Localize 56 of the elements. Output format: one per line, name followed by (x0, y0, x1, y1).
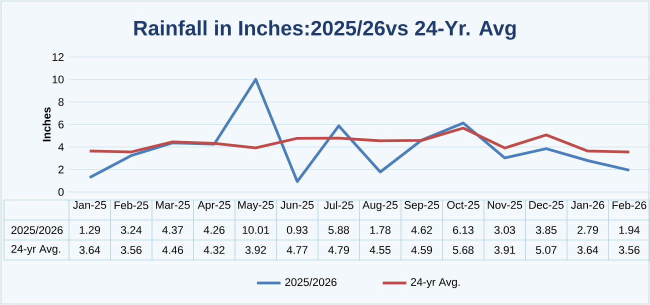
x-tick-label: May-25 (238, 201, 274, 212)
y-tick-label: 10 (52, 76, 64, 84)
data-label: 1.29 (80, 226, 100, 234)
data-label: 3.91 (494, 246, 515, 254)
legend-label: 2025/2026 (285, 278, 337, 286)
data-label: 5.07 (536, 246, 556, 254)
data-label: 4.46 (162, 246, 184, 254)
data-label: 1.94 (619, 226, 640, 234)
y-tick-label: 6 (58, 120, 64, 128)
data-label: 4.79 (328, 246, 349, 254)
y-tick-label: 8 (58, 98, 64, 106)
x-tick-label: Sep-25 (404, 201, 440, 212)
data-label: 3.64 (577, 246, 598, 254)
data-label: 1.78 (370, 226, 391, 234)
x-tick-label: Nov-25 (488, 201, 522, 209)
x-tick-label: Jun-25 (280, 201, 314, 209)
data-label: 4.59 (411, 246, 432, 254)
data-label: 3.56 (618, 246, 640, 254)
x-tick-label: Feb-26 (612, 201, 646, 210)
legend-label: 24-yr Avg. (411, 278, 460, 288)
data-label: 4.55 (370, 246, 391, 254)
y-tick-label: 0 (58, 188, 64, 196)
x-tick-label: Jan-26 (571, 201, 604, 209)
x-tick-label: Jul-25 (324, 201, 354, 210)
text: 24-yr Avg. (11, 244, 60, 256)
data-label: 3.64 (79, 246, 100, 254)
data-label: 4.32 (204, 246, 224, 254)
data-label: 0.93 (286, 226, 308, 234)
data-label: 3.92 (245, 246, 266, 254)
chart-title: Rainfall in Inches:2025/26vs 24-Yr. Avg (134, 20, 516, 40)
data-label: 10.01 (242, 226, 270, 234)
line-series (88, 126, 631, 154)
x-tick-label: Aug-25 (362, 201, 398, 212)
x-tick-label: Feb-25 (114, 201, 148, 210)
x-tick-label: Oct-25 (447, 201, 480, 209)
data-label: 3.85 (536, 226, 557, 234)
x-tick-label: Apr-25 (198, 201, 230, 212)
data-label: 4.26 (204, 226, 225, 234)
y-tick-label: 4 (58, 143, 64, 151)
y-tick-label: 12 (52, 53, 64, 61)
x-tick-label: Dec-25 (529, 201, 564, 209)
data-label: 3.56 (120, 246, 142, 254)
x-tick-label: Jan-25 (73, 201, 106, 209)
data-label: 4.77 (286, 246, 308, 254)
data-label: 5.68 (452, 246, 474, 254)
data-label: 3.24 (120, 226, 142, 234)
data-label: 6.13 (453, 226, 474, 234)
text: 2025/2026 (11, 226, 63, 234)
y-tick-label: 2 (58, 166, 64, 174)
y-axis-title: Inches (42, 107, 51, 142)
x-tick-label: Mar-25 (156, 201, 190, 209)
data-label: 3.03 (494, 226, 516, 234)
data-label: 2.79 (578, 226, 598, 234)
data-label: 4.37 (162, 226, 183, 234)
data-label: 4.62 (411, 226, 432, 234)
data-label: 5.88 (328, 226, 350, 234)
